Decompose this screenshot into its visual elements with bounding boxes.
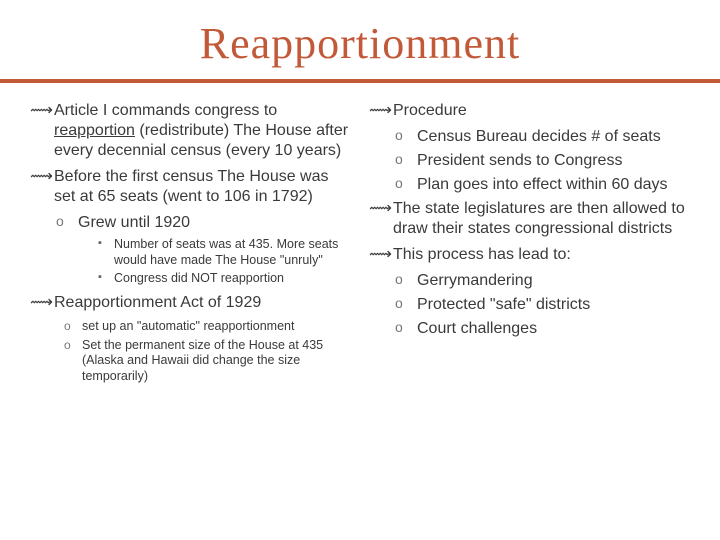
list-subitem: o Gerrymandering	[369, 271, 690, 291]
sub-bullet-icon: o	[395, 319, 417, 337]
bullet-icon: ⟿	[369, 101, 393, 121]
list-item: ⟿ Reapportionment Act of 1929	[30, 293, 351, 313]
square-bullet-icon: ▪	[98, 271, 114, 285]
list-subitem: o Protected "safe" districts	[369, 295, 690, 315]
list-item-text: Article I commands congress to reapporti…	[54, 101, 351, 161]
list-subitem: o set up an "automatic" reapportionment	[30, 319, 351, 335]
list-subitem-text: Census Bureau decides # of seats	[417, 127, 661, 147]
list-subitem-text: Grew until 1920	[78, 213, 190, 233]
list-subsubitem: ▪ Number of seats was at 435. More seats…	[30, 237, 351, 268]
list-subsubitem-text: Number of seats was at 435. More seats w…	[114, 237, 351, 268]
right-column: ⟿ Procedure o Census Bureau decides # of…	[369, 101, 690, 387]
underlined-term: reapportion	[54, 122, 135, 139]
list-subsubitem-text: Congress did NOT reapportion	[114, 271, 284, 287]
act-title: Reapportionment Act of 1929	[54, 293, 261, 313]
list-subitem-text: Protected "safe" districts	[417, 295, 590, 315]
list-subitem: o Grew until 1920	[30, 213, 351, 233]
sub-bullet-icon: o	[395, 295, 417, 313]
list-item: ⟿ Procedure	[369, 101, 690, 121]
list-item-text: Before the first census The House was se…	[54, 167, 351, 207]
bullet-icon: ⟿	[369, 199, 393, 219]
sub-bullet-icon: o	[395, 175, 417, 193]
title-rule	[0, 79, 720, 83]
bullet-icon: ⟿	[30, 101, 54, 121]
sub-bullet-icon: o	[64, 338, 82, 353]
left-column: ⟿ Article I commands congress to reappor…	[30, 101, 351, 387]
sub-bullet-icon: o	[56, 213, 78, 231]
list-subitem: o President sends to Congress	[369, 151, 690, 171]
list-subitem-text: Plan goes into effect within 60 days	[417, 175, 668, 195]
list-subitem-text: President sends to Congress	[417, 151, 622, 171]
procedure-label: Procedure	[393, 101, 467, 121]
list-subitem: o Set the permanent size of the House at…	[30, 338, 351, 385]
sub-bullet-icon: o	[395, 151, 417, 169]
list-item-text: The state legislatures are then allowed …	[393, 199, 690, 239]
content-columns: ⟿ Article I commands congress to reappor…	[0, 101, 720, 387]
list-subitem-text: Set the permanent size of the House at 4…	[82, 338, 351, 385]
bullet-icon: ⟿	[30, 167, 54, 187]
sub-bullet-icon: o	[64, 319, 82, 334]
list-subitem-text: Court challenges	[417, 319, 537, 339]
list-subitem-text: set up an "automatic" reapportionment	[82, 319, 294, 335]
list-subitem: o Plan goes into effect within 60 days	[369, 175, 690, 195]
sub-bullet-icon: o	[395, 127, 417, 145]
square-bullet-icon: ▪	[98, 237, 114, 251]
list-item: ⟿ Before the first census The House was …	[30, 167, 351, 207]
list-subitem-text: Gerrymandering	[417, 271, 533, 291]
list-subitem: o Court challenges	[369, 319, 690, 339]
sub-bullet-icon: o	[395, 271, 417, 289]
list-subsubitem: ▪ Congress did NOT reapportion	[30, 271, 351, 287]
list-subitem: o Census Bureau decides # of seats	[369, 127, 690, 147]
bullet-icon: ⟿	[30, 293, 54, 313]
list-item: ⟿ The state legislatures are then allowe…	[369, 199, 690, 239]
list-item: ⟿ This process has lead to:	[369, 245, 690, 265]
list-item-text: This process has lead to:	[393, 245, 571, 265]
page-title: Reapportionment	[0, 0, 720, 79]
bullet-icon: ⟿	[369, 245, 393, 265]
list-item: ⟿ Article I commands congress to reappor…	[30, 101, 351, 161]
